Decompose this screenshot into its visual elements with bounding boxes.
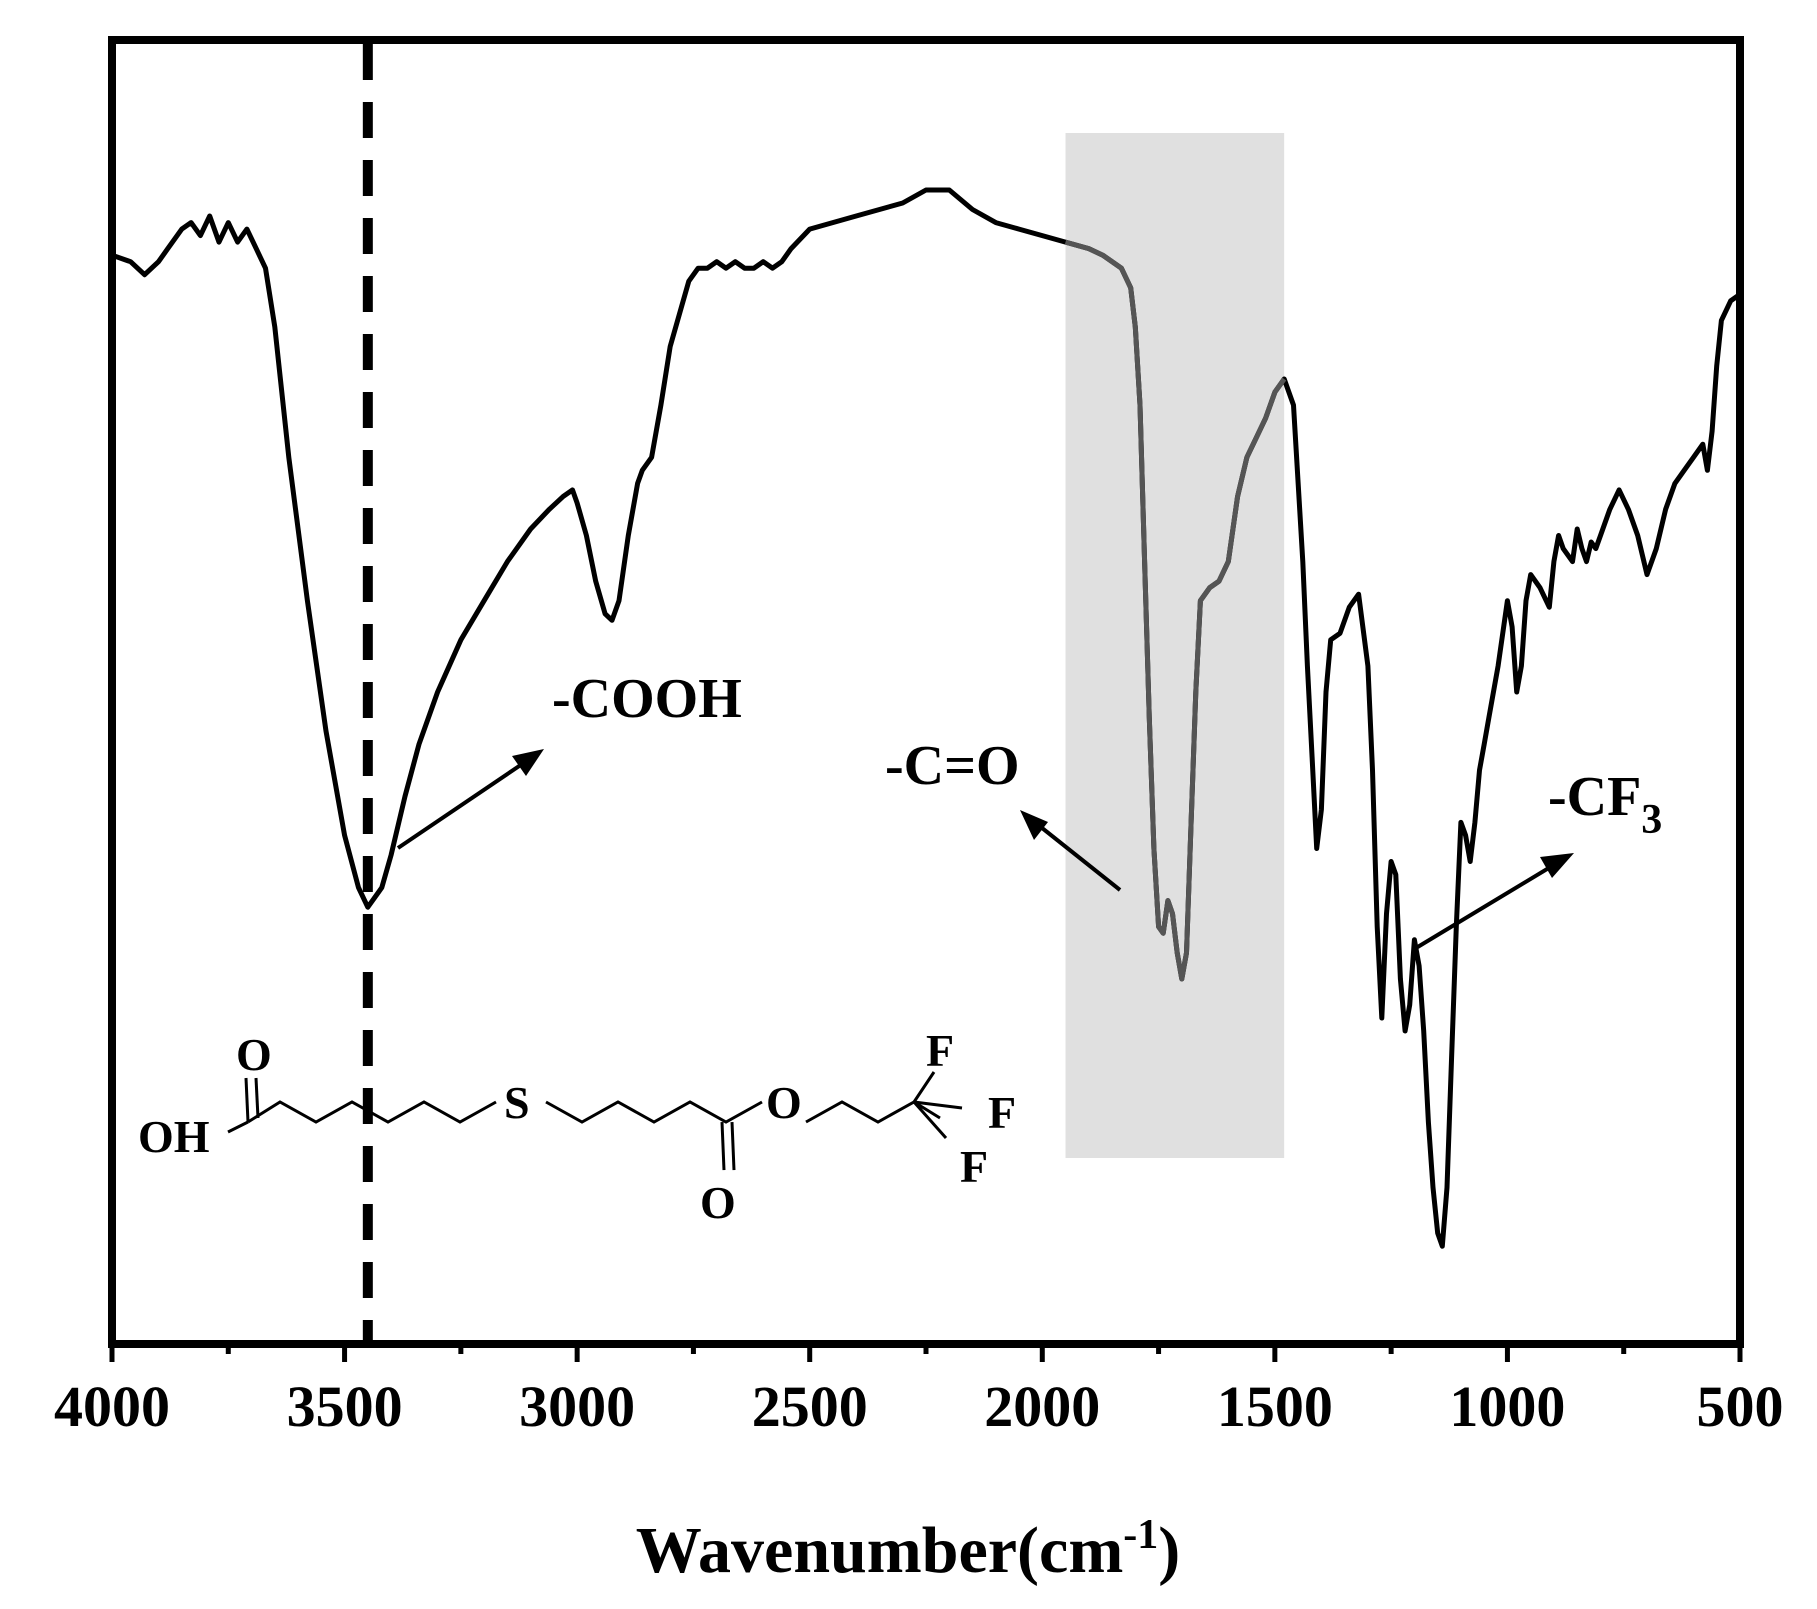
x-tick-label: 3000 bbox=[519, 1374, 635, 1439]
structure-label-oh: OH bbox=[138, 1111, 210, 1162]
x-tick-label: 2500 bbox=[752, 1374, 868, 1439]
arrow-cooh bbox=[396, 754, 536, 850]
chemical-structure bbox=[227, 1071, 963, 1171]
x-tick-label: 3500 bbox=[287, 1374, 403, 1439]
x-tick-label: 1000 bbox=[1449, 1374, 1565, 1439]
structure-label-o-ester: O bbox=[766, 1077, 802, 1128]
annotation-co: -C=O bbox=[885, 735, 1020, 797]
structure-label-o-top: O bbox=[236, 1029, 272, 1080]
annotation-cooh: -COOH bbox=[552, 668, 742, 730]
annotation-cf3: -CF3 bbox=[1548, 766, 1662, 843]
structure-label-s: S bbox=[504, 1077, 530, 1128]
structure-label-f3: F bbox=[960, 1141, 988, 1192]
arrow-cf3 bbox=[1414, 858, 1564, 950]
structure-label-o-bottom: O bbox=[700, 1177, 736, 1228]
structure-label-f1: F bbox=[926, 1025, 954, 1076]
x-tick-label: 1500 bbox=[1217, 1374, 1333, 1439]
arrowhead-cf3 bbox=[1540, 853, 1574, 878]
arrow-co bbox=[1030, 818, 1122, 892]
x-axis-title: Wavenumber(cm-1) bbox=[636, 1512, 1181, 1587]
x-tick-label: 4000 bbox=[54, 1374, 170, 1439]
structure-label-f2: F bbox=[988, 1087, 1016, 1138]
series-line-spectrum bbox=[111, 187, 1742, 1249]
shaded-band bbox=[1065, 133, 1285, 1158]
x-tick-label: 500 bbox=[1697, 1374, 1784, 1439]
x-ticks bbox=[109, 1344, 1743, 1362]
x-tick-label: 2000 bbox=[984, 1374, 1100, 1439]
arrowhead-co bbox=[1020, 810, 1048, 840]
x-tick-labels: 4000 3500 3000 2500 2000 1500 1000 500 bbox=[54, 1374, 1784, 1439]
arrowhead-cooh bbox=[512, 749, 544, 776]
series-line-spectrum-band-segment bbox=[1064, 239, 1287, 982]
